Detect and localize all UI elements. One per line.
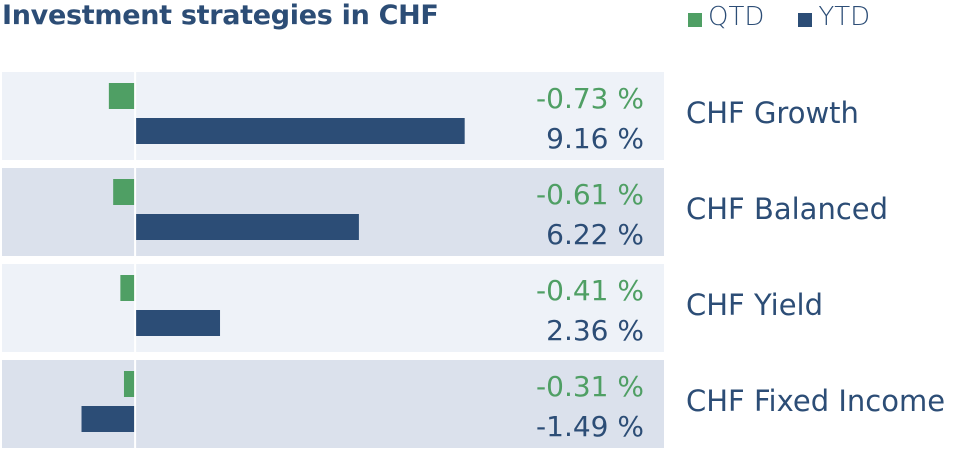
ytd-value-label: 2.36 %	[546, 314, 644, 347]
qtd-bar	[120, 275, 136, 301]
category-label: CHF Fixed Income	[686, 384, 945, 418]
ytd-value-label: -1.49 %	[536, 410, 644, 443]
row-background	[2, 264, 664, 352]
category-label: CHF Yield	[686, 288, 823, 322]
ytd-bar	[135, 310, 221, 336]
qtd-bar	[123, 371, 136, 397]
legend-item-ytd: YTD	[798, 2, 870, 32]
legend-swatch-qtd	[688, 13, 702, 27]
ytd-bar	[81, 406, 136, 432]
qtd-bar	[113, 179, 136, 205]
legend-swatch-ytd	[798, 13, 813, 27]
ytd-bar	[135, 118, 465, 144]
row-background	[2, 168, 664, 256]
chart-legend: QTD YTD	[688, 2, 870, 32]
category-label: CHF Balanced	[686, 192, 888, 226]
qtd-value-label: -0.41 %	[536, 274, 644, 307]
ytd-value-label: 9.16 %	[546, 122, 644, 155]
legend-item-qtd: QTD	[688, 2, 764, 32]
qtd-value-label: -0.73 %	[536, 82, 644, 115]
ytd-bar	[135, 214, 359, 240]
ytd-value-label: 6.22 %	[546, 218, 644, 251]
chart-title: Investment strategies in CHF	[2, 0, 439, 31]
legend-label-qtd: QTD	[708, 2, 765, 32]
qtd-value-label: -0.31 %	[536, 370, 644, 403]
legend-label-ytd: YTD	[818, 2, 871, 32]
qtd-bar	[108, 83, 136, 109]
category-label: CHF Growth	[686, 96, 859, 130]
row-background	[2, 360, 664, 448]
qtd-value-label: -0.61 %	[536, 178, 644, 211]
